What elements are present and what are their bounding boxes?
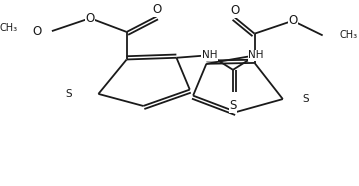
Text: CH₃: CH₃: [339, 30, 358, 40]
Text: NH: NH: [248, 50, 264, 60]
Text: O: O: [152, 4, 161, 16]
Text: O: O: [288, 14, 297, 27]
Text: O: O: [85, 12, 95, 25]
Text: S: S: [229, 99, 237, 112]
Text: CH₃: CH₃: [0, 23, 18, 33]
Text: NH: NH: [202, 50, 218, 60]
Text: O: O: [33, 25, 42, 38]
Text: S: S: [303, 94, 309, 104]
Text: O: O: [230, 4, 239, 17]
Text: S: S: [65, 89, 72, 99]
